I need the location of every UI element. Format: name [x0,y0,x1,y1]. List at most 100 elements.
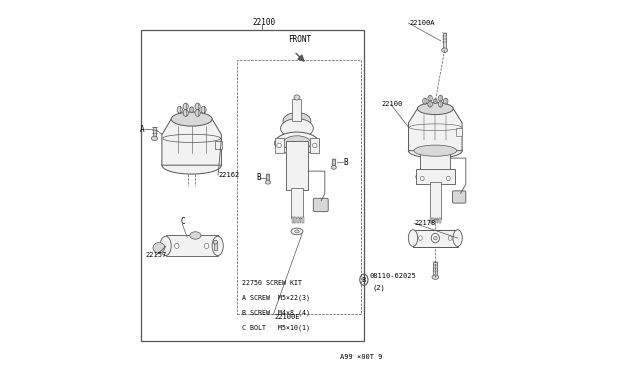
Text: 22100: 22100 [252,18,275,27]
Ellipse shape [195,110,200,116]
Ellipse shape [416,171,455,183]
Text: A99 ×00T 9: A99 ×00T 9 [340,354,383,360]
Ellipse shape [428,95,433,101]
Bar [292,217,294,223]
Bar [294,217,296,223]
Bar [429,182,441,219]
Bar [292,99,301,121]
Ellipse shape [213,240,218,244]
Text: 22100A: 22100A [410,20,435,26]
Bar [435,218,436,223]
Text: FRONT: FRONT [289,35,312,44]
Ellipse shape [275,132,319,154]
Ellipse shape [153,243,165,253]
Bar [433,218,434,223]
Bar [291,188,303,218]
Ellipse shape [408,230,418,247]
Polygon shape [162,119,221,165]
Text: 22100: 22100 [381,101,403,107]
Text: B: B [344,158,348,167]
Ellipse shape [175,243,179,248]
Ellipse shape [294,95,300,100]
Ellipse shape [294,230,299,233]
Ellipse shape [266,180,271,184]
Bar [439,218,440,223]
Bar [413,230,458,247]
Ellipse shape [212,236,223,256]
Bar [286,141,308,190]
Ellipse shape [438,101,443,107]
Bar [433,262,437,277]
Text: A SCREW  M5×22(3): A SCREW M5×22(3) [242,294,310,301]
Ellipse shape [442,48,447,52]
Ellipse shape [195,103,200,110]
Text: B SCREW  M4×8 (4): B SCREW M4×8 (4) [242,309,310,316]
Text: 22157: 22157 [145,252,166,258]
Text: B: B [362,277,366,283]
Bar [310,138,319,153]
Ellipse shape [414,145,457,156]
Ellipse shape [447,176,450,181]
Text: (2): (2) [372,285,385,291]
Text: B: B [256,173,260,182]
Polygon shape [408,109,462,151]
Ellipse shape [277,143,282,148]
Text: 22750 SCREW KIT: 22750 SCREW KIT [242,280,302,286]
Bar [416,169,454,184]
Text: C: C [180,217,185,226]
Ellipse shape [433,236,437,240]
Bar [153,127,156,138]
Text: 22162: 22162 [219,172,240,178]
Bar [297,217,299,223]
FancyBboxPatch shape [452,191,466,203]
Ellipse shape [160,236,172,256]
Text: 22178: 22178 [415,220,436,226]
Ellipse shape [183,110,188,116]
Ellipse shape [444,98,448,104]
Ellipse shape [417,103,453,115]
Bar [332,159,335,167]
Bar [430,218,431,223]
Ellipse shape [408,143,462,158]
Ellipse shape [432,275,438,279]
Text: 22100E: 22100E [275,314,300,320]
Bar [275,138,284,153]
Bar [302,217,304,223]
Ellipse shape [280,119,314,138]
Ellipse shape [190,232,201,239]
Ellipse shape [331,166,337,169]
Text: C BOLT   M5×10(1): C BOLT M5×10(1) [242,324,310,331]
Ellipse shape [431,234,440,243]
Ellipse shape [422,98,427,104]
Bar [166,235,218,256]
Ellipse shape [453,230,462,247]
Ellipse shape [201,106,206,113]
Bar [266,174,269,182]
Ellipse shape [152,136,157,141]
Ellipse shape [419,236,422,240]
FancyBboxPatch shape [314,198,328,212]
Ellipse shape [291,228,303,235]
Ellipse shape [177,106,182,113]
Ellipse shape [449,236,452,240]
Ellipse shape [162,156,221,174]
Ellipse shape [204,243,209,248]
Bar [214,242,216,250]
Ellipse shape [420,176,424,181]
Ellipse shape [183,103,188,110]
Bar [456,128,461,136]
Bar [215,141,222,149]
Ellipse shape [283,112,311,129]
Ellipse shape [283,136,311,151]
Bar [141,30,364,341]
Bar [237,60,361,314]
Ellipse shape [438,95,443,101]
Text: 08110-62025: 08110-62025 [369,273,416,279]
Bar [300,217,301,223]
Bar [420,149,450,182]
Ellipse shape [172,112,212,126]
Ellipse shape [433,99,437,104]
Ellipse shape [189,107,194,113]
Ellipse shape [312,143,317,148]
Text: A: A [140,125,144,134]
